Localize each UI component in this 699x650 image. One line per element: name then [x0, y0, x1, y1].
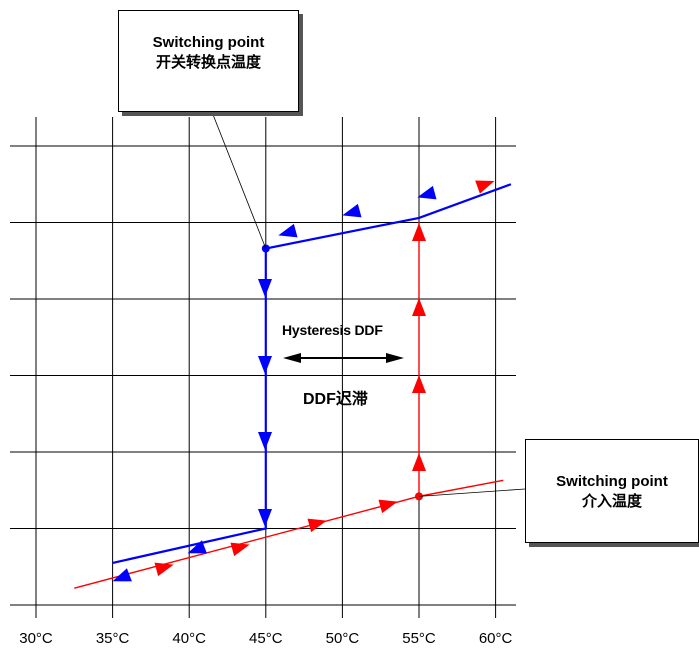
- heating-curve: [74, 220, 504, 589]
- x-tick-label: 35°C: [95, 630, 130, 647]
- direction-arrow: [112, 568, 132, 582]
- leader-lines: [211, 111, 526, 497]
- callout-title: Switching point: [152, 34, 265, 51]
- direction-arrow: [258, 279, 272, 297]
- direction-arrow: [278, 223, 298, 238]
- direction-arrow: [412, 223, 426, 241]
- direction-arrow: [258, 432, 272, 450]
- direction-arrow: [230, 542, 250, 557]
- direction-arrow: [187, 540, 207, 554]
- hysteresis-arrow-left: [283, 353, 301, 363]
- switching-point-callout: Switching point 开关转换点温度: [118, 10, 299, 112]
- hysteresis-label-cn: DDF迟滞: [303, 391, 368, 408]
- direction-arrow: [412, 298, 426, 316]
- direction-arrow: [475, 180, 495, 194]
- direction-arrow: [258, 509, 272, 527]
- hysteresis-label: Hysteresis DDF: [282, 322, 383, 338]
- direction-arrow: [342, 203, 362, 218]
- direction-arrow: [258, 356, 272, 374]
- switch-in-callout: Switching point 介入温度: [525, 439, 699, 543]
- direction-arrow: [412, 453, 426, 471]
- direction-arrow: [378, 499, 398, 514]
- x-tick-label: 55°C: [402, 630, 436, 647]
- x-tick-label: 40°C: [172, 630, 206, 647]
- leader-line: [418, 488, 526, 497]
- callout-title: Switching point: [556, 473, 668, 490]
- callout-subtitle: 开关转换点温度: [155, 54, 261, 71]
- arrows: [112, 180, 495, 582]
- cooling-curve: [112, 183, 512, 564]
- x-tick-label: 45°C: [249, 630, 283, 647]
- hysteresis-arrow-right: [386, 353, 404, 363]
- direction-arrow: [417, 185, 437, 200]
- direction-arrow: [412, 375, 426, 393]
- curves: [74, 183, 512, 589]
- x-tick-label: 50°C: [325, 630, 360, 647]
- callout-subtitle: 介入温度: [581, 493, 642, 510]
- direction-arrow: [307, 518, 327, 533]
- leader-line: [211, 111, 267, 249]
- direction-arrow: [154, 562, 174, 577]
- x-tick-label: 60°C: [478, 630, 513, 647]
- x-tick-label: 30°C: [19, 630, 53, 647]
